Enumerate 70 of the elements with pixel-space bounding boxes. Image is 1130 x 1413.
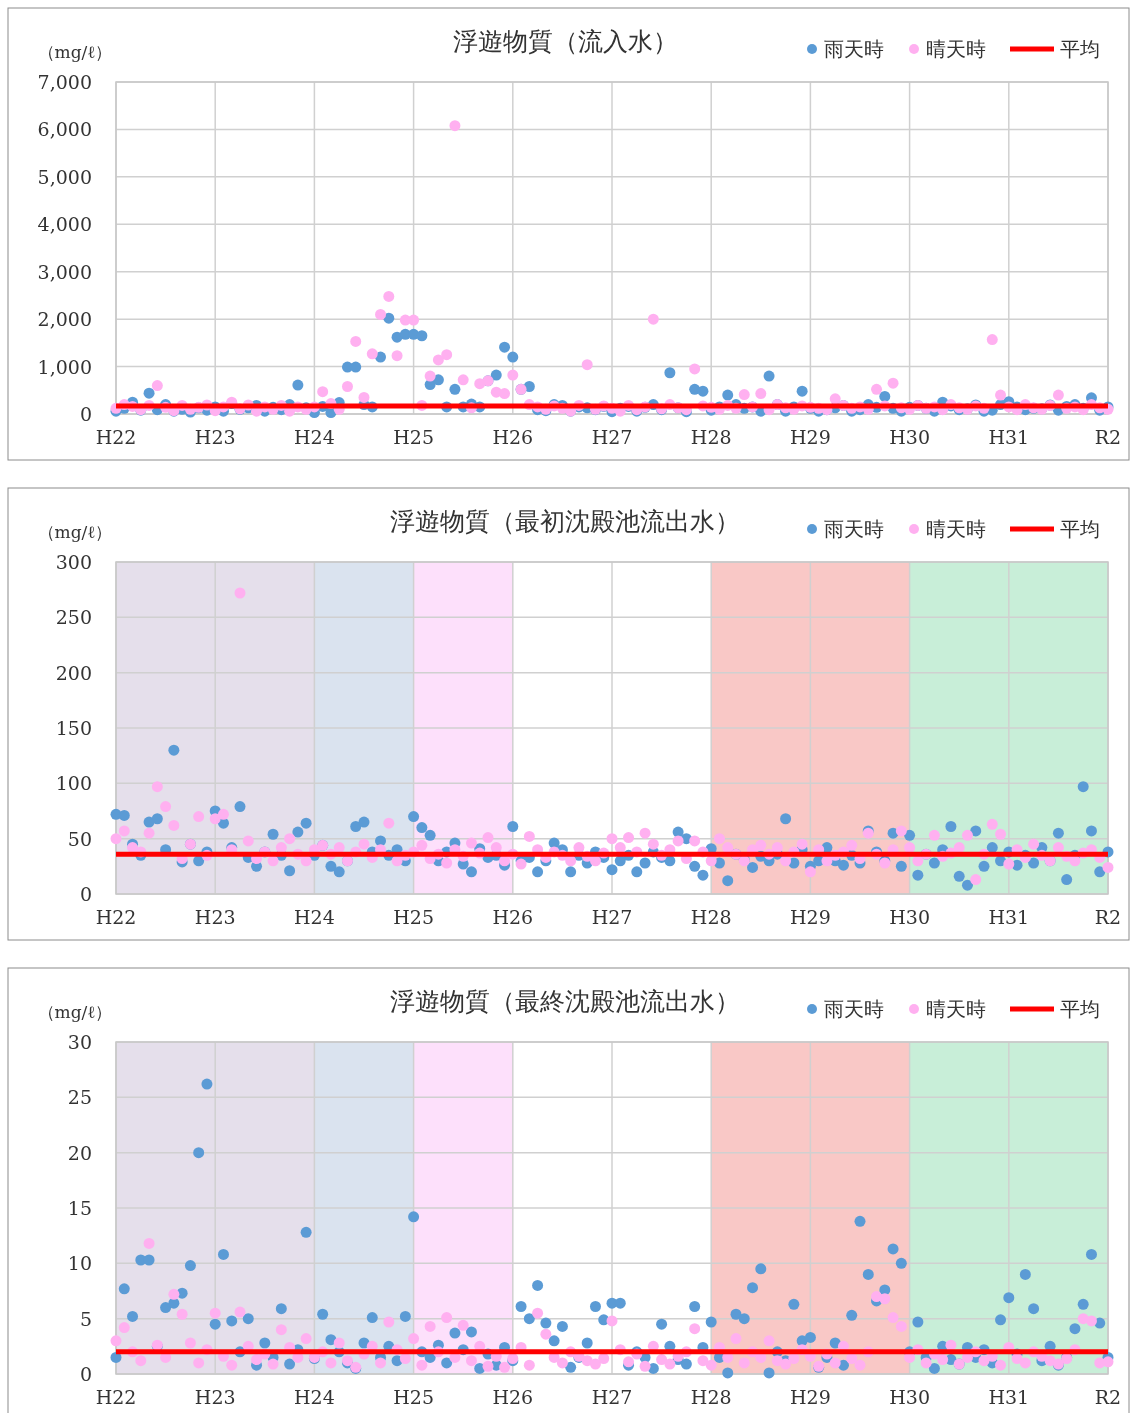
x-tick-label: H27 [591, 1386, 633, 1408]
legend-label: 雨天時 [824, 517, 884, 541]
legend-label: 晴天時 [926, 517, 986, 541]
y-tick-label: 6,000 [37, 118, 92, 141]
legend-label: 平均 [1060, 37, 1100, 61]
x-tick-label: H27 [591, 906, 633, 928]
x-tick-label: H30 [889, 906, 930, 928]
x-tick-label: H31 [988, 426, 1030, 448]
y-axis-title: （mg/ℓ） [37, 42, 113, 62]
x-tick-label: H26 [492, 426, 534, 448]
y-tick-label: 0 [79, 883, 92, 905]
x-tick-label: H25 [393, 426, 434, 448]
x-tick-label: H28 [690, 906, 732, 928]
legend-label: 雨天時 [824, 997, 884, 1021]
y-tick-label: 15 [67, 1197, 92, 1219]
y-tick-label: 20 [67, 1141, 92, 1164]
y-tick-label: 300 [55, 551, 92, 573]
y-tick-label: 10 [67, 1252, 92, 1275]
y-tick-label: 200 [55, 661, 92, 684]
x-tick-label: H24 [294, 1386, 335, 1408]
x-tick-label: R2 [1094, 426, 1122, 448]
x-tick-label: H28 [690, 1386, 732, 1408]
x-tick-label: H23 [194, 906, 236, 928]
y-tick-label: 0 [79, 403, 92, 425]
x-tick-label: H29 [790, 906, 831, 928]
y-axis-title: （mg/ℓ） [37, 1002, 113, 1022]
chart-title: 浮遊物質（流入水） [452, 27, 678, 56]
legend-label: 雨天時 [824, 37, 884, 61]
x-tick-label: H23 [194, 426, 236, 448]
y-tick-label: 0 [79, 1363, 92, 1385]
y-tick-label: 100 [55, 772, 92, 795]
y-tick-label: 3,000 [37, 260, 92, 283]
y-tick-label: 250 [55, 606, 92, 629]
y-tick-label: 1,000 [37, 355, 92, 378]
x-tick-label: R2 [1094, 906, 1122, 928]
x-tick-label: H23 [194, 1386, 236, 1408]
y-tick-label: 25 [67, 1086, 92, 1109]
x-tick-label: H22 [95, 426, 137, 448]
x-tick-label: H31 [988, 1386, 1030, 1408]
x-tick-label: H25 [393, 906, 434, 928]
x-tick-label: H28 [690, 426, 732, 448]
y-tick-label: 7,000 [37, 71, 92, 93]
x-tick-label: H24 [294, 426, 335, 448]
x-tick-label: H29 [790, 1386, 831, 1408]
y-tick-label: 150 [55, 717, 92, 739]
x-tick-label: H30 [889, 426, 930, 448]
x-tick-label: H26 [492, 1386, 534, 1408]
legend-label: 晴天時 [926, 997, 986, 1021]
x-tick-label: H22 [95, 1386, 137, 1408]
x-tick-label: H26 [492, 906, 534, 928]
y-tick-label: 5,000 [37, 165, 92, 188]
x-tick-label: R2 [1094, 1386, 1122, 1408]
x-tick-label: H31 [988, 906, 1030, 928]
y-tick-label: 2,000 [37, 308, 92, 331]
x-tick-label: H30 [889, 1386, 930, 1408]
y-tick-label: 5 [79, 1307, 92, 1330]
y-tick-label: 50 [67, 827, 92, 850]
y-tick-label: 30 [67, 1031, 92, 1053]
legend-label: 平均 [1060, 997, 1100, 1021]
y-tick-label: 4,000 [37, 213, 92, 236]
x-tick-label: H24 [294, 906, 335, 928]
legend-label: 晴天時 [926, 37, 986, 61]
x-tick-label: H27 [591, 426, 633, 448]
x-tick-label: H22 [95, 906, 137, 928]
legend-label: 平均 [1060, 517, 1100, 541]
y-axis-title: （mg/ℓ） [37, 522, 113, 542]
chart-title: 浮遊物質（最初沈殿池流出水） [390, 507, 740, 536]
chart-title: 浮遊物質（最終沈殿池流出水） [390, 987, 740, 1016]
x-tick-label: H25 [393, 1386, 434, 1408]
x-tick-label: H29 [790, 426, 831, 448]
